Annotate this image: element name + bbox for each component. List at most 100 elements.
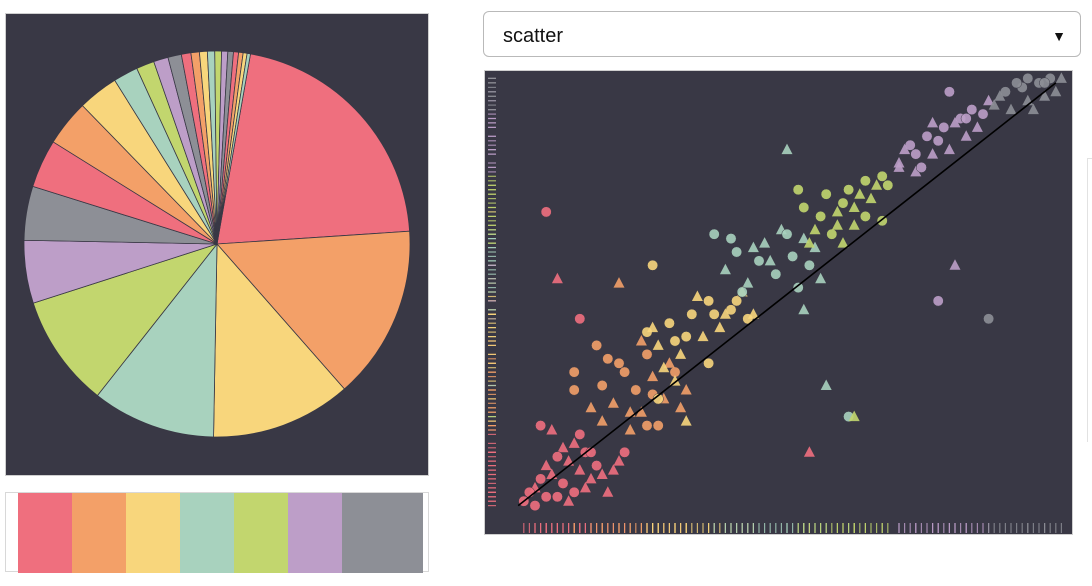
scatter-point-circle — [540, 206, 552, 218]
scatter-point-triangle — [607, 397, 619, 408]
pie-slice — [216, 52, 251, 245]
pie-slice — [96, 242, 218, 438]
pie-slice — [32, 243, 219, 397]
scatter-point-triangle — [831, 205, 843, 217]
chart-type-select-value: scatter — [503, 25, 564, 47]
palette-swatch — [234, 493, 288, 573]
scatter-point-triangle — [971, 121, 983, 132]
scatter-point-triangle — [848, 201, 860, 212]
scatter-point-circle — [843, 184, 855, 196]
scatter-point-circle — [781, 228, 793, 240]
scatter-point-triangle — [596, 415, 608, 426]
scatter-point-circle — [663, 317, 675, 329]
scatter-point-circle — [966, 104, 978, 116]
scatter-point-circle — [708, 308, 720, 320]
scatter-point-circle — [641, 348, 653, 360]
scatter-point-triangle — [803, 237, 815, 248]
palette-swatch — [342, 493, 423, 573]
scatter-point-circle — [932, 295, 944, 307]
scatter-point-triangle — [563, 495, 575, 506]
scatter-point-triangle — [675, 401, 687, 413]
scatter-point-circle — [725, 233, 737, 245]
scatter-point-circle — [820, 188, 832, 200]
scatter-point-triangle — [585, 401, 597, 413]
scatter-point-triangle — [910, 165, 922, 177]
scatter-point-circle — [630, 384, 642, 396]
scatter-point-triangle — [949, 116, 961, 128]
palette-swatch — [180, 493, 234, 573]
pie-slice — [213, 242, 345, 438]
scatter-point-triangle — [983, 94, 995, 106]
scatter-chart — [488, 72, 1067, 533]
pie-chart-panel — [5, 13, 429, 476]
chart-type-select[interactable]: scatter ▼ — [483, 11, 1081, 57]
scatter-point-circle — [568, 384, 580, 396]
scatter-point-triangle — [557, 441, 569, 453]
scatter-point-circle — [826, 228, 838, 240]
scatter-point-circle — [815, 210, 827, 222]
scatter-point-circle — [837, 197, 849, 209]
scatter-point-triangle — [949, 259, 961, 270]
scatter-point-triangle — [691, 290, 703, 301]
scatter-point-circle — [731, 295, 743, 307]
scatter-point-circle — [591, 339, 603, 351]
scatter-point-triangle — [719, 308, 731, 319]
scatter-point-circle — [619, 366, 631, 378]
scatter-point-circle — [647, 259, 659, 271]
scatter-point-triangle — [809, 241, 821, 253]
scatter-point-triangle — [781, 143, 793, 155]
scatter-point-circle — [859, 210, 871, 222]
scatter-point-triangle — [613, 455, 625, 466]
scatter-point-triangle — [613, 277, 625, 288]
scatter-point-triangle — [1022, 94, 1034, 106]
scatter-point-triangle — [579, 481, 591, 493]
scatter-point-circle — [859, 175, 871, 187]
scatter-point-triangle — [563, 455, 575, 466]
scatter-point-triangle — [994, 90, 1006, 101]
scatter-point-triangle — [669, 375, 681, 386]
scatter-point-triangle — [714, 321, 726, 333]
scatter-point-triangle — [585, 472, 597, 484]
scatter-point-circle — [641, 420, 653, 432]
scatter-point-circle — [529, 500, 541, 512]
scatter-point-circle — [1039, 77, 1051, 89]
scatter-point-circle — [568, 366, 580, 378]
scatter-point-circle — [921, 130, 933, 142]
scatter-point-triangle — [820, 379, 832, 390]
scatter-point-triangle — [848, 219, 860, 230]
scatter-point-triangle — [943, 143, 955, 155]
scatter-point-triangle — [658, 361, 670, 373]
scatter-point-circle — [792, 184, 804, 196]
scatter-point-circle — [1022, 72, 1034, 84]
scatter-point-circle — [983, 313, 995, 325]
scatter-point-triangle — [927, 148, 939, 159]
scatter-point-circle — [686, 308, 698, 320]
scatter-point-triangle — [837, 237, 849, 248]
scatter-point-circle — [551, 451, 563, 463]
scatter-point-circle — [753, 255, 765, 267]
scatter-point-triangle — [1050, 85, 1062, 97]
scatter-point-triangle — [624, 406, 636, 417]
scatter-point-triangle — [809, 223, 821, 235]
scatter-point-triangle — [574, 464, 586, 475]
scatter-point-triangle — [652, 339, 664, 350]
scatter-point-circle — [1011, 77, 1023, 89]
scatter-point-triangle — [719, 263, 731, 275]
scatter-point-triangle — [759, 237, 771, 248]
scatter-point-circle — [960, 113, 972, 124]
scatter-point-triangle — [540, 459, 552, 471]
scatter-chart-panel — [484, 70, 1073, 535]
palette-swatch — [18, 493, 72, 573]
pie-slice — [216, 230, 411, 390]
scatter-point-triangle — [1055, 72, 1067, 83]
scatter-point-circle — [882, 179, 894, 191]
scatter-point-circle — [792, 282, 804, 294]
pie-slice — [216, 53, 411, 245]
scatter-point-triangle — [675, 348, 687, 359]
scatter-point-triangle — [747, 308, 759, 319]
scatter-point-triangle — [607, 464, 619, 475]
scatter-point-triangle — [893, 161, 905, 172]
scatter-point-circle — [619, 446, 631, 458]
scatter-point-triangle — [568, 437, 580, 448]
scatter-point-triangle — [624, 424, 636, 435]
